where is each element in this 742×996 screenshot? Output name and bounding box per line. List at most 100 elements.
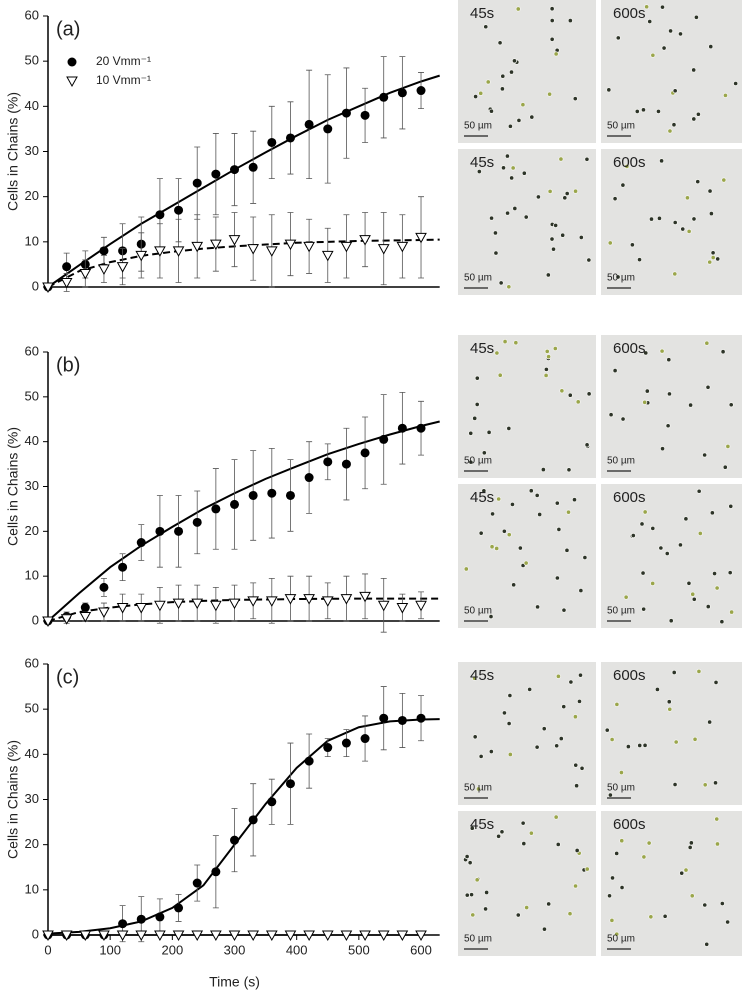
cell — [561, 704, 567, 710]
cell — [612, 196, 618, 202]
cell — [662, 913, 668, 919]
data-point — [62, 262, 72, 272]
cell — [687, 844, 693, 851]
data-point — [415, 930, 427, 942]
cell — [586, 391, 592, 397]
data-point — [397, 423, 407, 433]
cell — [484, 889, 490, 896]
micrograph — [458, 811, 596, 956]
cell — [702, 902, 708, 908]
y-tick-label: 40 — [25, 746, 39, 761]
cell — [478, 753, 484, 759]
cell — [609, 917, 615, 924]
data-point — [416, 86, 426, 96]
data-point — [359, 591, 371, 603]
cell — [464, 892, 470, 898]
cell — [494, 350, 500, 356]
cell — [647, 18, 653, 25]
cell — [607, 792, 613, 798]
cell — [489, 511, 496, 517]
cell — [655, 108, 662, 115]
cell — [476, 168, 482, 175]
cell — [463, 566, 469, 572]
cell — [642, 742, 648, 748]
cell — [556, 526, 562, 533]
cell — [468, 459, 474, 465]
micrograph-label: 45s — [470, 154, 494, 171]
cell — [474, 375, 480, 381]
cell — [725, 443, 731, 450]
cell — [473, 93, 479, 100]
data-point — [340, 241, 353, 253]
data-point — [304, 473, 314, 483]
y-tick-label: 40 — [25, 433, 39, 448]
data-point — [174, 205, 184, 215]
data-point — [155, 210, 165, 220]
cell — [558, 736, 564, 742]
cell — [677, 31, 684, 37]
data-point — [285, 490, 295, 500]
micrograph-label: 600s — [613, 489, 646, 506]
data-point — [323, 743, 333, 753]
y-axis-label: Cells in Chains (%) — [5, 740, 21, 859]
cell — [468, 892, 475, 898]
cell — [641, 606, 647, 612]
data-point — [416, 713, 426, 723]
data-point — [136, 914, 146, 924]
cell — [529, 114, 535, 120]
cell — [689, 893, 695, 899]
panel-label: (b) — [56, 354, 80, 376]
data-point — [321, 930, 334, 942]
micrograph — [458, 0, 596, 143]
cell — [482, 906, 489, 912]
cell — [646, 840, 652, 846]
data-point — [99, 246, 109, 256]
y-tick-label: 60 — [25, 7, 39, 22]
cell — [468, 430, 474, 436]
cell — [586, 257, 592, 263]
cell — [702, 782, 708, 788]
cell — [523, 214, 529, 220]
data-point — [155, 526, 165, 536]
cell — [623, 594, 629, 600]
cell — [620, 182, 626, 188]
data-point — [416, 423, 426, 433]
data-point — [359, 235, 371, 246]
data-point — [99, 582, 109, 592]
cell — [507, 692, 513, 699]
cell — [680, 226, 686, 232]
cell — [609, 736, 615, 743]
cell — [564, 190, 570, 197]
data-point — [360, 448, 370, 458]
cell — [693, 14, 700, 20]
cell — [549, 6, 555, 12]
data-point — [377, 244, 390, 255]
cell — [686, 580, 692, 586]
cell — [500, 165, 507, 171]
legend-marker — [66, 76, 78, 88]
cell — [707, 259, 713, 265]
cell — [656, 215, 663, 221]
cell — [472, 415, 478, 421]
cell — [552, 345, 558, 352]
cell — [661, 45, 667, 51]
cell — [478, 90, 484, 96]
cell — [614, 850, 620, 857]
data-point — [211, 169, 221, 179]
cell — [634, 108, 640, 115]
cell — [555, 673, 561, 679]
cell — [711, 570, 718, 577]
cell — [508, 69, 515, 75]
micrograph — [601, 811, 742, 956]
data-point — [397, 88, 407, 98]
cell — [619, 884, 625, 891]
cell — [615, 35, 621, 41]
cell — [575, 399, 581, 405]
y-tick-label: 40 — [25, 98, 39, 113]
data-point — [321, 596, 334, 607]
cell — [568, 679, 574, 685]
scale-label: 50 µm — [464, 783, 492, 794]
y-tick-label: 0 — [32, 612, 39, 627]
data-point — [154, 246, 166, 257]
